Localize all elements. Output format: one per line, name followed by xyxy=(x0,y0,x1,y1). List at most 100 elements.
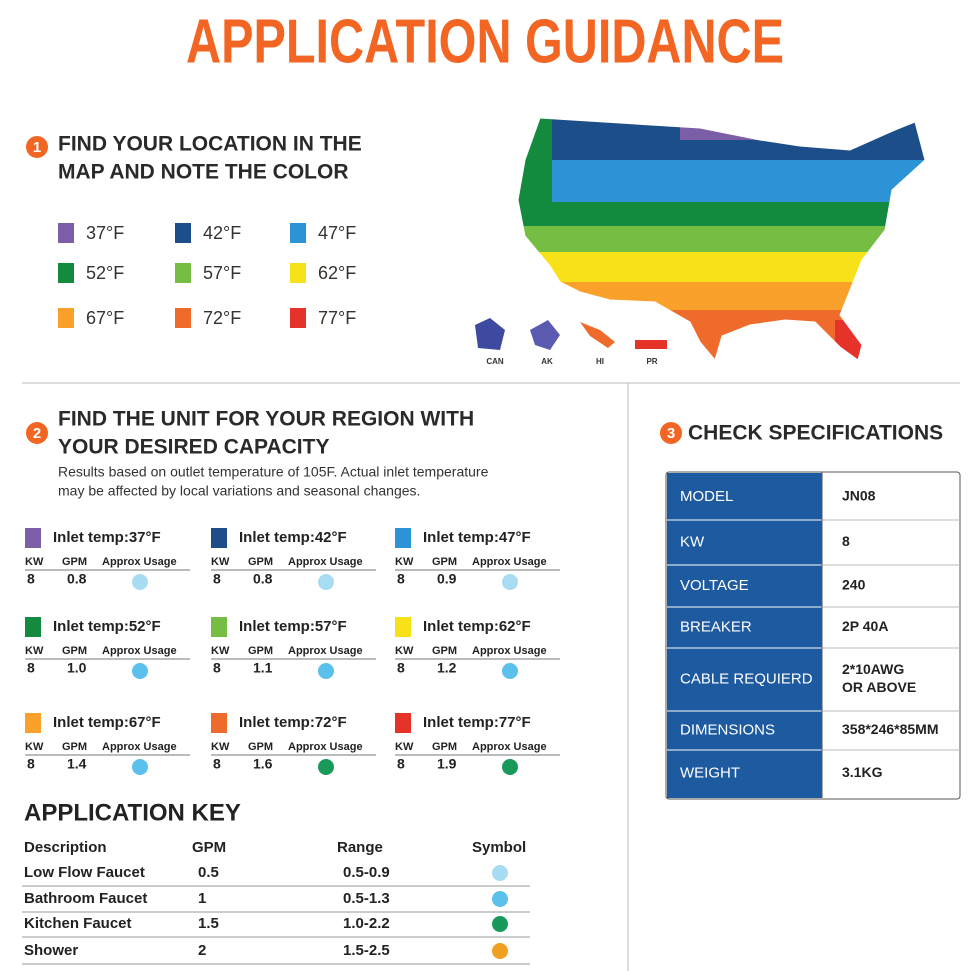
map-label: PR xyxy=(646,357,657,366)
legend-label: 47°F xyxy=(318,223,356,243)
unit-column: GPM xyxy=(432,645,457,657)
unit-gpm: 1.6 xyxy=(253,756,273,772)
unit-column: Approx Usage xyxy=(102,556,177,568)
unit-column: GPM xyxy=(248,741,273,753)
unit-column: Approx Usage xyxy=(472,556,547,568)
unit-column: KW xyxy=(25,556,44,568)
section-note: may be affected by local variations and … xyxy=(58,483,420,499)
unit-swatch xyxy=(25,713,41,733)
usage-icon xyxy=(318,663,334,679)
unit-swatch xyxy=(395,713,411,733)
map-outline xyxy=(517,117,926,362)
legend-label: 62°F xyxy=(318,263,356,283)
legend-swatch xyxy=(175,308,191,328)
key-gpm: 1.5 xyxy=(198,915,219,932)
map-label: CAN xyxy=(486,357,504,366)
key-range: 1.5-2.5 xyxy=(343,942,390,959)
legend-swatch xyxy=(58,308,74,328)
page-title: APPLICATION GUIDANCE xyxy=(186,7,784,76)
unit-column: KW xyxy=(395,741,414,753)
usage-icon xyxy=(132,574,148,590)
unit-column: GPM xyxy=(62,645,87,657)
unit-swatch xyxy=(395,617,411,637)
unit-gpm: 0.8 xyxy=(67,571,87,587)
unit-swatch xyxy=(211,713,227,733)
unit-column: Approx Usage xyxy=(102,645,177,657)
unit-kw: 8 xyxy=(397,756,405,772)
unit-column: KW xyxy=(395,645,414,657)
usage-icon xyxy=(132,759,148,775)
legend-label: 37°F xyxy=(86,223,124,243)
unit-swatch xyxy=(25,617,41,637)
unit-column: Approx Usage xyxy=(288,741,363,753)
unit-title: Inlet temp:47°F xyxy=(423,529,531,546)
unit-column: KW xyxy=(395,556,414,568)
key-column: Range xyxy=(337,839,383,856)
step-number: 3 xyxy=(667,425,675,442)
spec-value: 2*10AWG xyxy=(842,661,904,677)
key-range: 0.5-1.3 xyxy=(343,890,390,907)
spec-value: 8 xyxy=(842,533,850,549)
unit-column: Approx Usage xyxy=(288,556,363,568)
key-symbol xyxy=(492,891,508,907)
unit-column: GPM xyxy=(62,556,87,568)
spec-label: DIMENSIONS xyxy=(680,721,775,738)
key-gpm: 2 xyxy=(198,942,206,959)
legend-label: 57°F xyxy=(203,263,241,283)
legend-label: 52°F xyxy=(86,263,124,283)
unit-column: Approx Usage xyxy=(472,645,547,657)
key-range: 1.0-2.2 xyxy=(343,915,390,932)
legend-swatch xyxy=(175,223,191,243)
key-description: Shower xyxy=(24,942,78,959)
unit-title: Inlet temp:52°F xyxy=(53,618,161,635)
step-number: 2 xyxy=(33,425,41,442)
key-gpm: 1 xyxy=(198,890,206,907)
unit-kw: 8 xyxy=(397,571,405,587)
unit-gpm: 0.9 xyxy=(437,571,457,587)
spec-label: BREAKER xyxy=(680,618,752,635)
unit-column: GPM xyxy=(248,556,273,568)
spec-label: VOLTAGE xyxy=(680,577,749,594)
us-map xyxy=(518,118,925,360)
spec-label: CABLE REQUIERD xyxy=(680,670,813,687)
hi-shape xyxy=(580,322,615,348)
legend-swatch xyxy=(58,223,74,243)
unit-kw: 8 xyxy=(27,571,35,587)
unit-column: KW xyxy=(25,741,44,753)
legend-swatch xyxy=(290,263,306,283)
section-note: Results based on outlet temperature of 1… xyxy=(58,464,489,480)
legend-label: 42°F xyxy=(203,223,241,243)
spec-label: KW xyxy=(680,533,705,550)
legend-swatch xyxy=(58,263,74,283)
usage-icon xyxy=(502,574,518,590)
usage-icon xyxy=(318,759,334,775)
usage-icon xyxy=(132,663,148,679)
spec-label: WEIGHT xyxy=(680,764,740,781)
key-column: GPM xyxy=(192,839,226,856)
section-heading: MAP AND NOTE THE COLOR xyxy=(58,161,349,184)
unit-gpm: 1.4 xyxy=(67,756,87,772)
unit-title: Inlet temp:42°F xyxy=(239,529,347,546)
unit-title: Inlet temp:37°F xyxy=(53,529,161,546)
usage-icon xyxy=(318,574,334,590)
section-heading: FIND THE UNIT FOR YOUR REGION WITH xyxy=(58,408,474,431)
spec-value: JN08 xyxy=(842,488,876,504)
unit-kw: 8 xyxy=(213,756,221,772)
unit-swatch xyxy=(25,528,41,548)
spec-value: 2P 40A xyxy=(842,618,888,634)
key-symbol xyxy=(492,943,508,959)
unit-column: Approx Usage xyxy=(288,645,363,657)
usage-icon xyxy=(502,663,518,679)
unit-gpm: 1.0 xyxy=(67,660,87,676)
unit-kw: 8 xyxy=(27,756,35,772)
spec-label: MODEL xyxy=(680,488,733,505)
unit-swatch xyxy=(211,617,227,637)
unit-column: KW xyxy=(211,556,230,568)
key-description: Low Flow Faucet xyxy=(24,864,145,881)
section-heading: FIND YOUR LOCATION IN THE xyxy=(58,133,362,156)
legend-swatch xyxy=(290,308,306,328)
spec-label-column xyxy=(667,473,822,798)
unit-title: Inlet temp:72°F xyxy=(239,714,347,731)
ak-shape xyxy=(530,320,560,350)
